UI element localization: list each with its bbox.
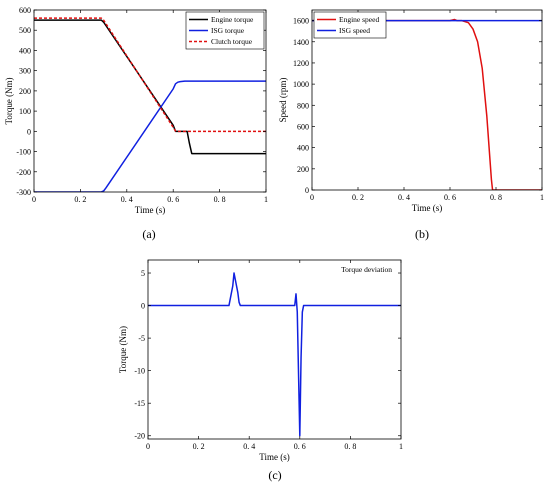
x-tick-label: 0 (310, 193, 314, 202)
x-tick-label: 1 (399, 442, 403, 451)
y-axis-label: Speed (rpm) (278, 78, 288, 123)
legend: Engine torque ISG torque Clutch torque (185, 11, 265, 50)
legend-entry-label: Clutch torque (211, 37, 253, 46)
y-tick-label: 1200 (293, 59, 309, 68)
x-tick-label: 0. 8 (490, 193, 502, 202)
x-tick-label: 0 (32, 195, 36, 204)
x-tick-label: 0. 2 (74, 195, 86, 204)
legend-entry-label: Engine speed (339, 15, 379, 24)
x-tick-label: 0. 4 (398, 193, 410, 202)
legend: Engine speed ISG speed (313, 11, 387, 39)
x-tick-label: 1 (540, 193, 544, 202)
series-line-torque-deviation (148, 272, 401, 437)
series-line-engine-speed (312, 18, 542, 190)
y-tick-label: 1400 (293, 38, 309, 47)
x-tick-label: 0. 8 (344, 442, 356, 451)
y-tick-label: 1600 (293, 17, 309, 26)
x-tick-label: 0. 6 (444, 193, 456, 202)
legend-entry-label: ISG torque (211, 26, 245, 35)
panel-label: (c) (268, 468, 281, 482)
y-tick-label: 400 (297, 144, 309, 153)
x-tick-label: 0. 6 (294, 442, 306, 451)
plot-frame (33, 9, 267, 193)
x-tick-label: 0. 4 (121, 195, 133, 204)
y-tick-label: -300 (16, 188, 31, 197)
plot-frame (147, 259, 402, 440)
y-tick-label: 0 (305, 186, 309, 195)
y-tick-label: 100 (19, 107, 31, 116)
plot-frame (311, 9, 543, 191)
legend-entry-label: ISG speed (339, 26, 370, 35)
x-tick-label: 0. 2 (352, 193, 364, 202)
y-tick-label: 200 (19, 87, 31, 96)
y-tick-label: 300 (19, 67, 31, 76)
panel-b-speed-chart: 0 0. 2 0. 4 0. 6 0. 8 1 0 200 400 600 800 1000 1200 1… (278, 9, 544, 241)
series-line-isg-torque (34, 80, 266, 192)
x-tick-label: 1 (264, 195, 268, 204)
y-tick-label: -5 (138, 334, 145, 343)
series-line-clutch-torque (34, 17, 266, 133)
chart-annotation: Torque deviation (341, 265, 392, 274)
y-tick-label: 0 (141, 302, 145, 311)
y-tick-label: 200 (297, 165, 309, 174)
y-tick-label: 0 (27, 127, 31, 136)
x-tick-label: 0. 8 (214, 195, 226, 204)
x-axis-label: Time (s) (412, 203, 442, 213)
y-tick-label: 500 (19, 26, 31, 35)
y-tick-label: -15 (134, 399, 145, 408)
y-axis-label: Torque (Nm) (4, 77, 14, 124)
legend-box (185, 11, 265, 50)
x-axis-label: Time (s) (135, 205, 165, 215)
x-tick-label: 0 (146, 442, 150, 451)
y-tick-label: -200 (16, 168, 31, 177)
y-tick-label: 600 (19, 6, 31, 15)
x-axis-label: Time (s) (259, 452, 289, 462)
panel-label: (a) (142, 227, 155, 241)
y-tick-label: -100 (16, 148, 31, 157)
panel-label: (b) (415, 227, 429, 241)
y-tick-label: 400 (19, 46, 31, 55)
y-tick-label: -10 (134, 367, 145, 376)
legend-box (313, 11, 387, 39)
x-tick-label: 0. 4 (243, 442, 255, 451)
legend-entry-label: Engine torque (211, 15, 254, 24)
panel-a-torque-chart: 0 0. 2 0. 4 0. 6 0. 8 1 -300 -200 -100 0 100 200 300… (4, 6, 268, 241)
y-tick-label: 600 (297, 122, 309, 131)
y-axis-label: Torque (Nm) (118, 326, 128, 373)
series-line-engine-torque (34, 19, 266, 155)
y-tick-label: 1000 (293, 80, 309, 89)
y-tick-label: 800 (297, 101, 309, 110)
x-tick-label: 0. 6 (167, 195, 179, 204)
x-tick-label: 0. 2 (193, 442, 205, 451)
y-tick-label: -20 (134, 432, 145, 441)
y-tick-label: 5 (141, 269, 145, 278)
panel-c-torque-deviation-chart: 0 0. 2 0. 4 0. 6 0. 8 1 -20 -15 -10 -5 0 5 Time (s) T… (118, 259, 403, 482)
